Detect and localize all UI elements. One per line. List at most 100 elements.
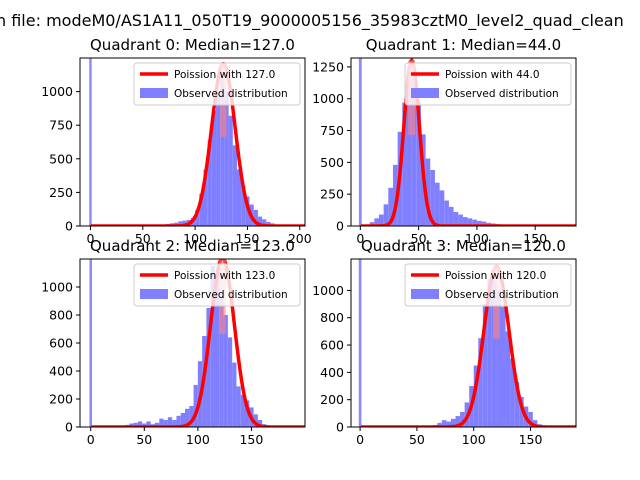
histogram-bar: [210, 266, 215, 427]
histogram-bar: [448, 206, 454, 226]
legend-box: [133, 62, 301, 106]
y-tick-label: 200: [49, 392, 73, 407]
y-tick-label: 400: [320, 365, 344, 380]
y-tick-label: 0: [65, 219, 73, 234]
histogram-bar: [266, 221, 271, 226]
histogram-bar: [206, 308, 211, 427]
histogram-bar: [446, 421, 451, 427]
histogram-bar: [241, 185, 246, 226]
axes-frame: [350, 258, 577, 428]
y-tick-label: 1250: [312, 59, 344, 74]
zero-bin-bar: [358, 259, 362, 427]
histogram-bar: [441, 420, 447, 427]
histogram-bar: [216, 91, 221, 226]
histogram-bar: [501, 306, 506, 427]
x-tick-label: 150: [236, 231, 260, 246]
legend-hist-swatch: [140, 289, 168, 299]
histogram-bar: [383, 204, 389, 226]
y-tick-label: 750: [320, 123, 344, 138]
histogram-bar: [227, 337, 233, 427]
y-tick-label: 1000: [312, 91, 344, 106]
histogram-bar: [496, 290, 501, 427]
histogram-bar: [245, 400, 250, 427]
x-tick-label: 50: [136, 432, 152, 447]
histogram-bar: [195, 209, 200, 226]
y-tick-label: 800: [320, 310, 344, 325]
x-tick-label: 50: [411, 231, 427, 246]
y-tick-label: 600: [49, 336, 73, 351]
legend: Poission with 44.0 Observed distribution: [404, 62, 572, 106]
histogram-bar: [236, 386, 241, 427]
histogram-bar: [416, 101, 421, 226]
histogram-bar: [369, 222, 375, 226]
subplot-quadrant-1: 0 50 100 150 0 250 500 750 1000 1250 Quadrant 1: M…: [312, 36, 577, 246]
histogram-bar: [223, 315, 228, 427]
x-tick-label: 150: [523, 231, 547, 246]
subplot-title: Quadrant 1: Median=44.0: [366, 36, 561, 54]
legend-hist-swatch: [411, 289, 439, 299]
histogram-bar: [374, 218, 379, 226]
histogram-bar: [406, 73, 412, 226]
zero-bin-bar: [89, 58, 92, 226]
histogram-bar: [482, 304, 488, 427]
y-tick-label: 750: [49, 118, 73, 133]
y-tick-label: 800: [49, 308, 73, 323]
histogram-bar: [528, 411, 533, 427]
histogram-bar: [253, 414, 258, 427]
histogram-bar: [215, 273, 220, 427]
histogram-bar: [378, 214, 384, 226]
histogram-bar: [133, 422, 138, 427]
y-tick-label: 600: [320, 338, 344, 353]
histogram-bar: [172, 420, 177, 427]
subplot-title: Quadrant 0: Median=127.0: [90, 36, 295, 54]
histogram-bar: [155, 422, 160, 427]
histogram-bar: [180, 413, 185, 427]
histogram-bar: [439, 190, 445, 226]
x-tick-label: 100: [186, 432, 210, 447]
histogram-bar: [219, 298, 224, 427]
y-tick-label: 250: [49, 185, 73, 200]
x-tick-label: 0: [87, 432, 95, 447]
subplot-title: Quadrant 3: Median=120.0: [361, 237, 566, 255]
legend-label-observed: Observed distribution: [174, 289, 288, 301]
histogram-bar: [473, 365, 479, 427]
legend-label-poisson: Poission with 123.0: [174, 270, 275, 282]
histogram-bar: [478, 338, 483, 427]
histogram-bar: [257, 216, 263, 226]
histogram-bar: [487, 279, 492, 427]
histogram-bar: [388, 187, 393, 226]
histogram-bar: [411, 68, 417, 226]
histogram-bar: [193, 385, 198, 427]
histogram-bar: [167, 417, 173, 427]
histogram-bar: [203, 169, 208, 226]
figure-suptitle: n file: modeM0/AS1A11_050T19_9000005156_…: [0, 11, 624, 31]
histogram-bar: [451, 418, 456, 427]
legend-label-poisson: Poission with 120.0: [445, 270, 546, 282]
histogram-bar: [240, 394, 245, 427]
legend: Poission with 127.0 Observed distribution: [133, 62, 301, 106]
histogram-bar: [467, 218, 473, 226]
histogram-bar: [434, 182, 440, 226]
y-tick-label: 200: [320, 392, 344, 407]
histogram-bar: [253, 209, 258, 226]
poisson-curve: [360, 58, 576, 226]
histogram-bar: [182, 220, 187, 226]
legend-label-poisson: Poission with 44.0: [445, 69, 540, 81]
x-tick-label: 150: [239, 432, 263, 447]
histogram-bar: [159, 418, 164, 427]
x-tick-label: 200: [288, 231, 312, 246]
zero-bin-bar: [89, 259, 92, 427]
legend-label-poisson: Poission with 127.0: [174, 69, 275, 81]
histogram-bar: [455, 416, 461, 427]
legend-label-observed: Observed distribution: [445, 88, 559, 100]
histogram-bar: [532, 420, 538, 427]
histogram-bar: [430, 170, 435, 226]
histogram-bar: [491, 274, 497, 427]
histogram-bar: [185, 408, 190, 427]
histogram-bar: [392, 164, 398, 226]
histogram-bar: [163, 420, 168, 427]
y-tick-label: 250: [320, 187, 344, 202]
histogram-bar: [402, 102, 407, 226]
histogram-bar: [514, 381, 520, 427]
